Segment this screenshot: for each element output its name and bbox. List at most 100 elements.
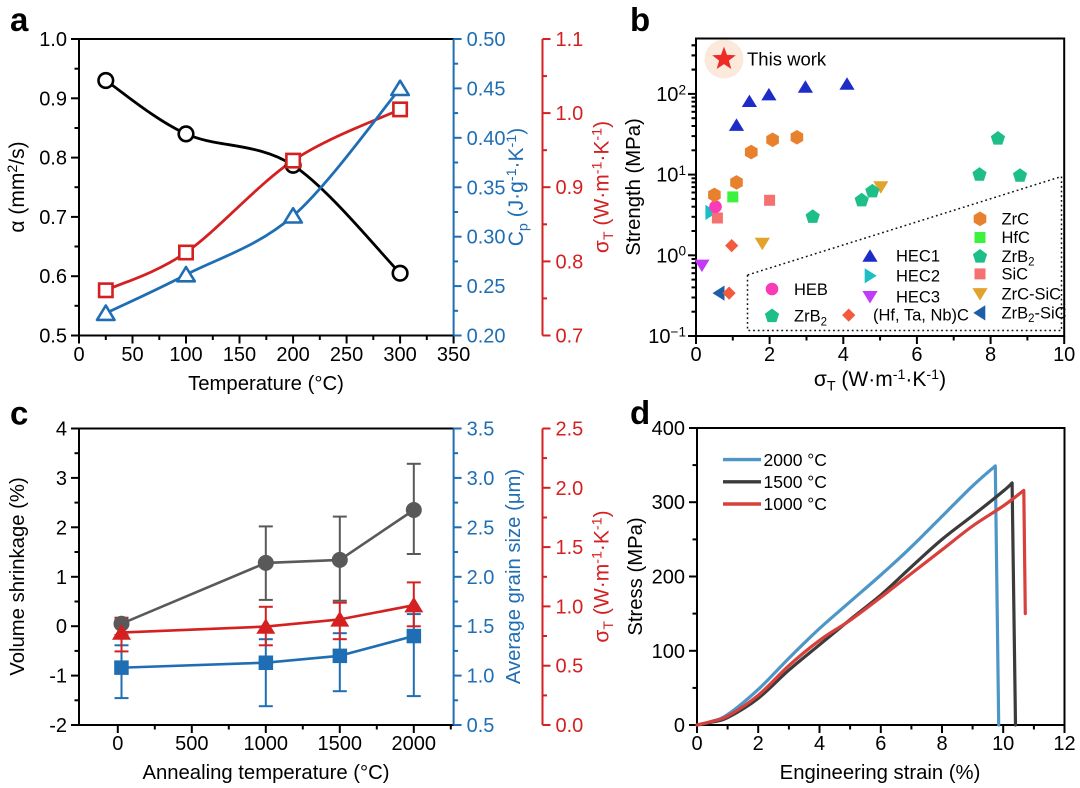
svg-text:1.5: 1.5: [467, 616, 495, 638]
svg-text:350: 350: [437, 344, 470, 366]
svg-text:σT (W·m-1·K-1): σT (W·m-1·K-1): [814, 367, 946, 395]
svg-text:100: 100: [652, 641, 685, 663]
svg-text:-1: -1: [49, 666, 67, 688]
svg-text:(Hf, Ta, Nb)C: (Hf, Ta, Nb)C: [873, 307, 969, 325]
svg-text:101: 101: [656, 163, 686, 187]
svg-text:0: 0: [690, 344, 701, 366]
svg-text:2000 °C: 2000 °C: [764, 450, 827, 470]
svg-text:0: 0: [56, 616, 67, 638]
svg-text:500: 500: [175, 733, 208, 755]
svg-text:0.5: 0.5: [39, 326, 67, 348]
svg-text:This work: This work: [747, 49, 827, 70]
svg-text:0.30: 0.30: [467, 227, 506, 249]
svg-text:1.0: 1.0: [467, 666, 495, 688]
svg-text:3.0: 3.0: [467, 468, 495, 490]
svg-text:-2: -2: [49, 715, 67, 737]
svg-text:1: 1: [56, 567, 67, 589]
svg-text:d: d: [630, 394, 650, 431]
svg-text:Strength (MPa): Strength (MPa): [623, 118, 645, 256]
svg-text:Annealing temperature (°C): Annealing temperature (°C): [142, 762, 389, 784]
svg-text:1000: 1000: [244, 733, 289, 755]
svg-text:ZrC: ZrC: [1002, 210, 1030, 228]
svg-text:2.5: 2.5: [467, 517, 495, 539]
svg-text:0.5: 0.5: [467, 715, 495, 737]
svg-text:Cp (J·g-1·K-1): Cp (J·g-1·K-1): [504, 128, 532, 246]
svg-text:1.0: 1.0: [556, 596, 584, 618]
svg-text:50: 50: [121, 344, 143, 366]
svg-text:300: 300: [652, 492, 685, 514]
svg-text:250: 250: [330, 344, 363, 366]
svg-text:1000 °C: 1000 °C: [764, 494, 827, 514]
svg-text:200: 200: [276, 344, 309, 366]
svg-text:100: 100: [169, 344, 202, 366]
svg-text:ZrB2: ZrB2: [1002, 248, 1035, 269]
svg-text:8: 8: [936, 733, 947, 755]
svg-text:ZrB2: ZrB2: [794, 308, 827, 329]
svg-text:0.20: 0.20: [467, 326, 506, 348]
svg-text:2.0: 2.0: [467, 567, 495, 589]
svg-text:SiC: SiC: [1002, 265, 1029, 283]
svg-text:Stress (MPa): Stress (MPa): [625, 517, 647, 635]
svg-text:0: 0: [691, 733, 702, 755]
svg-text:0.6: 0.6: [39, 266, 67, 288]
svg-text:2.5: 2.5: [556, 419, 584, 441]
svg-text:α (mm2/s): α (mm2/s): [5, 141, 29, 232]
svg-text:1.0: 1.0: [39, 29, 67, 51]
svg-text:c: c: [10, 394, 28, 431]
svg-text:10: 10: [1053, 344, 1075, 366]
svg-text:0.35: 0.35: [467, 177, 506, 199]
svg-text:150: 150: [223, 344, 256, 366]
svg-text:8: 8: [985, 344, 996, 366]
svg-text:100: 100: [656, 244, 686, 268]
svg-text:4: 4: [838, 344, 849, 366]
svg-text:HEC3: HEC3: [896, 288, 940, 306]
svg-text:Average grain size (μm): Average grain size (μm): [503, 469, 525, 684]
svg-text:200: 200: [652, 567, 685, 589]
svg-text:0.9: 0.9: [556, 177, 584, 199]
svg-text:HEB: HEB: [794, 281, 828, 299]
svg-text:1500: 1500: [318, 733, 363, 755]
svg-text:0: 0: [112, 733, 123, 755]
svg-text:0.45: 0.45: [467, 78, 506, 100]
svg-text:102: 102: [656, 82, 686, 106]
svg-text:4: 4: [56, 419, 67, 441]
svg-text:3: 3: [56, 468, 67, 490]
svg-text:2: 2: [764, 344, 775, 366]
svg-text:Volume shrinkage (%): Volume shrinkage (%): [7, 477, 29, 675]
svg-text:12: 12: [1053, 733, 1075, 755]
svg-text:0.9: 0.9: [39, 88, 67, 110]
svg-text:0.8: 0.8: [39, 148, 67, 170]
svg-text:400: 400: [652, 418, 685, 440]
svg-text:2: 2: [56, 517, 67, 539]
svg-text:0: 0: [73, 344, 84, 366]
svg-text:σT (W·m-1·K-1): σT (W·m-1·K-1): [590, 121, 618, 253]
svg-text:300: 300: [383, 344, 416, 366]
svg-text:2000: 2000: [392, 733, 437, 755]
svg-text:1.5: 1.5: [556, 537, 584, 559]
svg-text:1.1: 1.1: [556, 29, 584, 51]
svg-text:0.0: 0.0: [556, 715, 584, 737]
svg-text:ZrB2-SiC: ZrB2-SiC: [1002, 304, 1067, 325]
svg-text:10: 10: [992, 733, 1014, 755]
svg-text:6: 6: [911, 344, 922, 366]
svg-text:b: b: [630, 1, 650, 38]
svg-text:1500 °C: 1500 °C: [764, 472, 827, 492]
svg-text:10−1: 10−1: [648, 324, 686, 348]
svg-text:σT (W·m-1·K-1): σT (W·m-1·K-1): [590, 510, 618, 642]
svg-text:1.0: 1.0: [556, 103, 584, 125]
svg-text:6: 6: [875, 733, 886, 755]
svg-text:HEC2: HEC2: [896, 267, 940, 285]
svg-text:0.7: 0.7: [556, 326, 584, 348]
svg-text:Temperature (°C): Temperature (°C): [188, 373, 344, 395]
svg-text:Engineering strain (%): Engineering strain (%): [780, 762, 981, 784]
svg-text:2: 2: [753, 733, 764, 755]
svg-text:0.40: 0.40: [467, 128, 506, 150]
svg-text:0: 0: [674, 715, 685, 737]
svg-text:a: a: [10, 1, 29, 38]
svg-text:0.8: 0.8: [556, 251, 584, 273]
svg-text:2.0: 2.0: [556, 478, 584, 500]
svg-text:0.50: 0.50: [467, 29, 506, 51]
svg-text:HfC: HfC: [1002, 229, 1031, 247]
svg-text:0.7: 0.7: [39, 207, 67, 229]
svg-text:ZrC-SiC: ZrC-SiC: [1002, 285, 1062, 303]
